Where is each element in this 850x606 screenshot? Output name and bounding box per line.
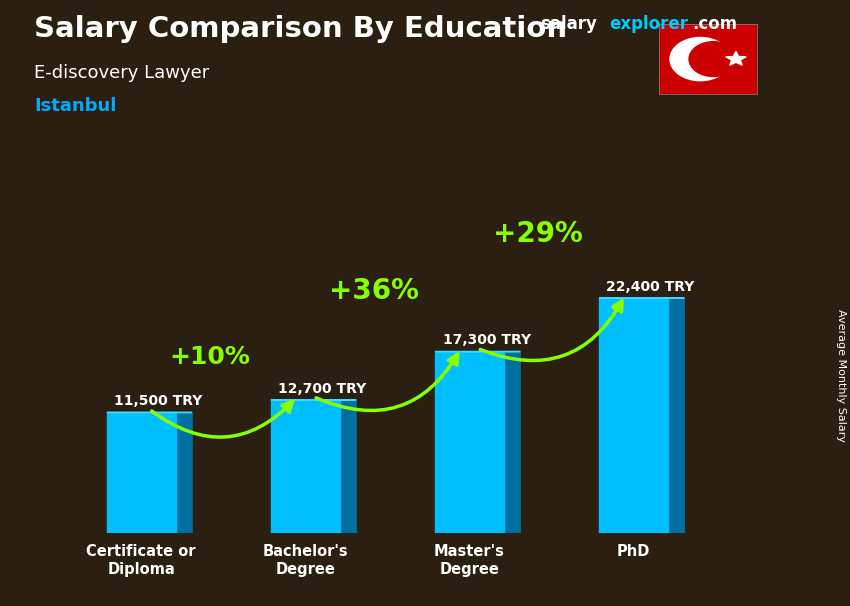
Text: +10%: +10% [170, 345, 251, 369]
Text: Istanbul: Istanbul [34, 97, 116, 115]
Polygon shape [340, 400, 356, 533]
Bar [271, 400, 340, 533]
Text: E-discovery Lawyer: E-discovery Lawyer [34, 64, 209, 82]
Text: Average Monthly Salary: Average Monthly Salary [836, 309, 846, 442]
Text: .com: .com [693, 15, 738, 33]
Text: 11,500 TRY: 11,500 TRY [114, 395, 202, 408]
Circle shape [689, 42, 738, 76]
Text: +36%: +36% [329, 276, 419, 305]
Text: +29%: +29% [493, 221, 583, 248]
Text: 12,700 TRY: 12,700 TRY [279, 382, 366, 396]
Bar [435, 351, 504, 533]
Polygon shape [668, 298, 684, 533]
Polygon shape [504, 351, 520, 533]
Text: salary: salary [540, 15, 597, 33]
Text: Salary Comparison By Education: Salary Comparison By Education [34, 15, 567, 43]
Text: explorer: explorer [609, 15, 688, 33]
Bar [599, 298, 668, 533]
Text: 22,400 TRY: 22,400 TRY [607, 280, 694, 294]
Circle shape [670, 38, 731, 81]
Bar [107, 413, 176, 533]
Polygon shape [726, 52, 746, 65]
Text: 17,300 TRY: 17,300 TRY [443, 333, 530, 347]
Polygon shape [176, 413, 192, 533]
